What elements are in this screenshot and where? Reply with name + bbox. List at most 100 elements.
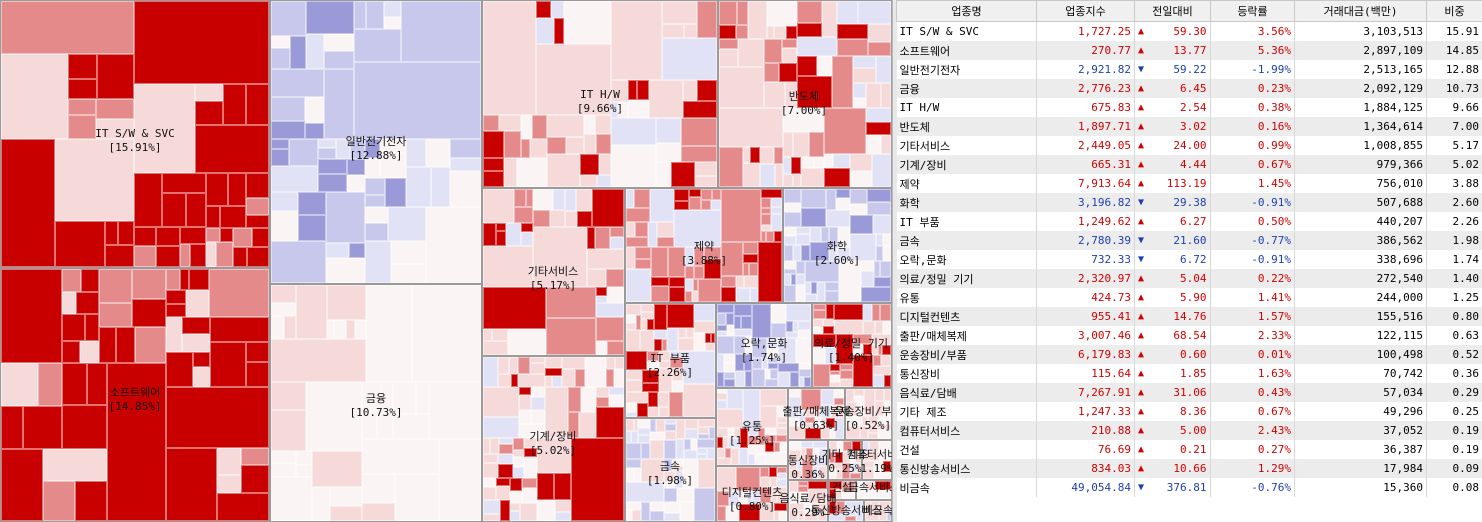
treemap-stock-tile[interactable] <box>674 201 689 210</box>
treemap-stock-tile[interactable] <box>241 465 269 493</box>
treemap-stock-tile[interactable] <box>808 481 827 489</box>
treemap-stock-tile[interactable] <box>837 39 868 56</box>
treemap-stock-tile[interactable] <box>105 245 134 267</box>
treemap-stock-tile[interactable] <box>76 292 99 314</box>
treemap-stock-tile[interactable] <box>665 419 676 424</box>
table-row[interactable]: 출판/매체복제 3,007.46 ▲ 68.54 2.33% 122,115 0.63 <box>896 326 1482 345</box>
treemap-stock-tile[interactable] <box>81 269 99 292</box>
panel-splitter[interactable] <box>892 0 897 522</box>
treemap-stock-tile[interactable] <box>853 344 863 355</box>
treemap-stock-tile[interactable] <box>810 227 821 242</box>
treemap-stock-tile[interactable] <box>829 514 845 521</box>
treemap-stock-tile[interactable] <box>717 304 734 313</box>
treemap-stock-tile[interactable] <box>684 450 697 459</box>
treemap-stock-tile[interactable] <box>829 463 842 469</box>
treemap-stock-tile[interactable] <box>638 419 650 428</box>
treemap-stock-tile[interactable] <box>634 468 641 482</box>
treemap-stock-tile[interactable] <box>671 162 695 187</box>
treemap-stock-tile[interactable] <box>783 108 824 132</box>
treemap-stock-tile[interactable] <box>504 131 521 158</box>
treemap-stock-tile[interactable] <box>743 163 760 187</box>
treemap-stock-tile[interactable] <box>631 431 638 443</box>
treemap-stock-tile[interactable] <box>835 418 844 439</box>
treemap-stock-tile[interactable] <box>871 501 879 513</box>
treemap-stock-tile[interactable] <box>587 269 606 287</box>
treemap-stock-tile[interactable] <box>823 319 834 326</box>
treemap-stock-tile[interactable] <box>850 473 861 479</box>
treemap-stock-tile[interactable] <box>68 79 97 99</box>
treemap-stock-tile[interactable] <box>499 444 513 454</box>
treemap-stock-tile[interactable] <box>768 358 778 363</box>
treemap-stock-tile[interactable] <box>837 248 850 261</box>
treemap-stock-tile[interactable] <box>1 54 68 139</box>
treemap-stock-tile[interactable] <box>220 228 233 242</box>
treemap-stock-tile[interactable] <box>789 418 799 426</box>
treemap-stock-tile[interactable] <box>650 432 665 440</box>
treemap-stock-tile[interactable] <box>813 448 819 458</box>
treemap-stock-tile[interactable] <box>327 320 334 339</box>
treemap-stock-tile[interactable] <box>767 338 778 348</box>
treemap-stock-tile[interactable] <box>626 370 642 380</box>
treemap-stock-tile[interactable] <box>483 223 496 246</box>
treemap-stock-tile[interactable] <box>511 374 518 387</box>
treemap-stock-tile[interactable] <box>426 139 450 167</box>
treemap-stock-tile[interactable] <box>365 223 388 241</box>
treemap-stock-tile[interactable] <box>717 354 724 372</box>
treemap-stock-tile[interactable] <box>626 419 634 431</box>
treemap-stock-tile[interactable] <box>581 387 596 412</box>
treemap-stock-tile[interactable] <box>564 1 611 44</box>
treemap-stock-tile[interactable] <box>813 327 823 334</box>
col-header-index[interactable]: 업종지수 <box>1036 0 1135 22</box>
treemap-stock-tile[interactable] <box>764 39 782 63</box>
treemap-stock-tile[interactable] <box>858 1 891 24</box>
treemap-stock-tile[interactable] <box>878 345 882 355</box>
treemap-stock-tile[interactable] <box>365 139 380 158</box>
treemap-stock-tile[interactable] <box>836 489 842 499</box>
treemap-stock-tile[interactable] <box>271 69 324 97</box>
treemap-stock-tile[interactable] <box>884 375 891 387</box>
treemap-stock-tile[interactable] <box>585 357 606 387</box>
treemap-stock-tile[interactable] <box>681 118 717 146</box>
treemap-stock-tile[interactable] <box>23 406 62 449</box>
treemap-stock-tile[interactable] <box>745 336 752 354</box>
treemap-stock-tile[interactable] <box>327 285 366 320</box>
treemap-stock-tile[interactable] <box>717 491 729 506</box>
treemap-stock-tile[interactable] <box>504 158 517 187</box>
treemap-stock-tile[interactable] <box>672 459 683 466</box>
treemap-stock-tile[interactable] <box>883 234 891 246</box>
treemap-stock-tile[interactable] <box>821 428 830 439</box>
treemap-stock-tile[interactable] <box>868 433 878 439</box>
treemap-stock-tile[interactable] <box>649 80 683 118</box>
treemap-stock-tile[interactable] <box>721 276 736 287</box>
treemap-stock-tile[interactable] <box>839 261 861 302</box>
treemap-stock-tile[interactable] <box>805 294 817 302</box>
treemap-stock-tile[interactable] <box>861 261 874 271</box>
treemap-stock-tile[interactable] <box>717 409 743 428</box>
table-row[interactable]: 건설 76.69 ▲ 0.21 0.27% 36,387 0.19 <box>896 440 1482 459</box>
treemap-stock-tile[interactable] <box>550 210 565 227</box>
treemap-stock-tile[interactable] <box>680 502 694 521</box>
treemap-stock-tile[interactable] <box>519 424 545 438</box>
treemap-stock-tile[interactable] <box>846 389 854 402</box>
treemap-stock-tile[interactable] <box>166 352 193 387</box>
treemap-stock-tile[interactable] <box>685 279 693 291</box>
treemap-stock-tile[interactable] <box>704 247 721 259</box>
treemap-stock-tile[interactable] <box>519 387 531 395</box>
treemap-stock-tile[interactable] <box>737 1 748 25</box>
treemap-stock-tile[interactable] <box>830 382 840 387</box>
treemap-stock-tile[interactable] <box>793 174 801 187</box>
treemap-stock-tile[interactable] <box>735 354 744 371</box>
treemap-stock-tile[interactable] <box>618 102 628 118</box>
treemap-stock-tile[interactable] <box>614 369 624 387</box>
treemap-stock-tile[interactable] <box>770 369 778 379</box>
treemap-stock-tile[interactable] <box>672 381 683 392</box>
treemap-stock-tile[interactable] <box>808 489 827 503</box>
treemap-stock-tile[interactable] <box>863 344 872 355</box>
treemap-stock-tile[interactable] <box>166 269 180 290</box>
treemap-stock-tile[interactable] <box>845 509 856 516</box>
treemap-stock-tile[interactable] <box>62 269 81 292</box>
treemap-stock-tile[interactable] <box>499 438 513 444</box>
treemap-stock-tile[interactable] <box>657 222 674 237</box>
treemap-group-other-manufacturing[interactable] <box>828 440 862 480</box>
treemap-stock-tile[interactable] <box>777 467 787 473</box>
